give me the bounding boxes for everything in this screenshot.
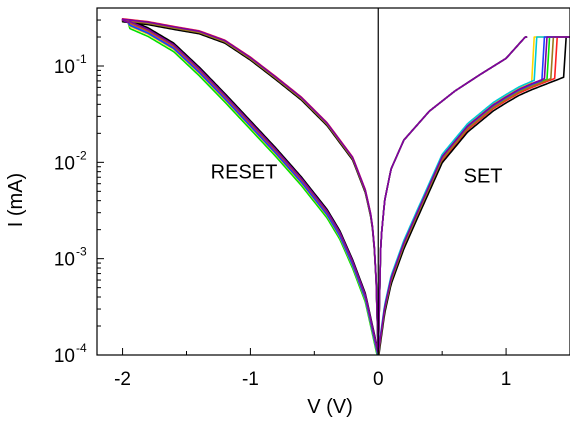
set-sweep-hrs [377,36,570,350]
set-sweep-lrs [377,36,528,345]
x-tick-label: -1 [242,369,259,390]
x-tick-labels: -2 -1 0 1 [114,369,511,390]
reset-sweep-hrs [121,19,379,355]
annotation-label: SET [464,165,503,187]
y-tick-base: 10 [54,250,75,271]
x-tick-label: -2 [114,369,131,390]
set-sweep-lrs [377,36,528,345]
reset-sweep-lrs [121,20,379,349]
y-tick-exponent: -3 [76,245,87,259]
iv-sweep [121,18,570,355]
iv-sweep [121,19,570,355]
y-tick-base: 10 [54,153,75,174]
iv-sweep [121,19,570,355]
set-sweep-lrs [377,36,528,345]
reset-sweep-hrs [121,19,379,352]
iv-sweep [121,19,570,355]
set-sweep-lrs [377,36,528,345]
reset-sweep-hrs [121,19,379,355]
y-tick-exponent: -1 [76,52,87,66]
set-sweep-lrs [377,36,528,345]
reset-sweep-lrs [121,20,379,348]
reset-sweep-hrs [121,19,378,355]
reset-sweep-hrs [121,19,379,355]
y-tick-label: 10 -4 [54,341,87,367]
y-tick-exponent: -4 [76,341,87,355]
y-tick-labels: 10-410-310-210-1 [54,52,87,367]
y-axis-title: I (mA) [5,173,27,227]
y-tick-label: 10 -2 [54,148,87,174]
plot-frame [96,7,570,356]
set-sweep-lrs [377,36,528,345]
y-tick-label: 10 -1 [54,52,87,78]
axis-ticks [97,7,570,356]
set-sweep-hrs [377,36,570,355]
y-tick-base: 10 [54,346,75,367]
y-tick-label: 10 -3 [54,245,87,271]
annotation-label: RESET [211,161,278,183]
reset-sweep-lrs [121,18,379,346]
set-sweep-hrs [377,36,570,353]
set-sweep-lrs [377,36,528,345]
iv-sweep [121,18,570,355]
reset-sweep-hrs [121,19,379,355]
reset-sweep-hrs [121,19,379,354]
curves-layer [121,18,570,355]
x-axis-title: V (V) [307,396,353,418]
set-sweep-lrs [377,36,528,345]
set-sweep-hrs [378,36,570,355]
annotations: RESET SET [211,161,503,187]
y-tick-exponent: -2 [76,148,87,162]
iv-sweep [121,18,570,353]
set-sweep-hrs [377,36,570,355]
y-tick-base: 10 [54,57,75,78]
iv-sweep [121,19,570,355]
x-tick-label: 0 [373,369,384,390]
x-tick-label: 1 [501,369,512,390]
iv-sweep [121,19,570,355]
reset-sweep-hrs [121,19,379,353]
